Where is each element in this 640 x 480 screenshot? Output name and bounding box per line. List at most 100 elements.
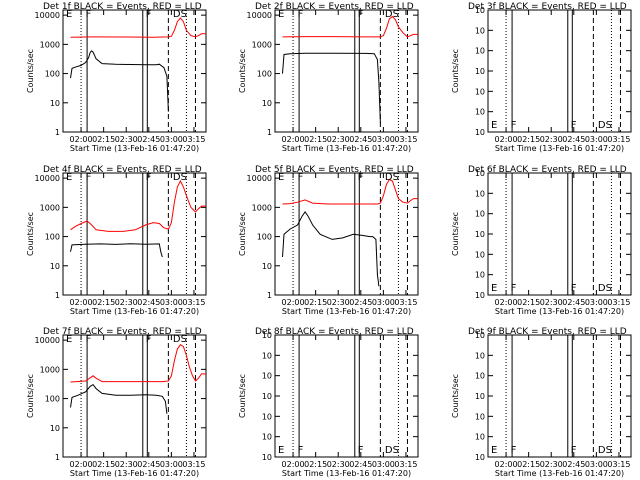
x-tick-label: 03:00 xyxy=(160,298,183,307)
plot-frame xyxy=(62,9,207,133)
x-tick-label: 02:45 xyxy=(349,298,372,307)
y-tick-label: 1000 xyxy=(252,203,272,212)
event-marker-label: F xyxy=(571,120,577,131)
event-marker-label: DS xyxy=(173,9,187,20)
y-tick-label: 10 xyxy=(475,250,485,259)
y-tick-label: 10 xyxy=(475,351,485,360)
x-tick-label: 02:00 xyxy=(70,460,93,469)
series-events xyxy=(70,50,169,112)
y-tick-label: 100 xyxy=(45,70,60,79)
y-tick-label: 10 xyxy=(475,67,485,76)
chart-panel-3: Det 3f BLACK = Events, RED = LLD10101010… xyxy=(451,2,632,153)
x-tick-label: 02:45 xyxy=(349,135,372,144)
y-tick-label: 10000 xyxy=(35,174,60,183)
event-marker-label: F xyxy=(86,9,92,20)
x-axis-label: Start Time (13-Feb-16 01:47:20) xyxy=(70,307,199,316)
chart-panel-6: Det 6f BLACK = Events, RED = LLD10101010… xyxy=(451,165,632,316)
y-tick-label: 10 xyxy=(475,128,485,137)
x-tick-label: 03:15 xyxy=(607,460,630,469)
event-marker-label: E xyxy=(66,9,72,20)
x-axis-label: Start Time (13-Feb-16 01:47:20) xyxy=(495,469,624,478)
event-marker-label: E xyxy=(491,120,497,131)
y-tick-label: 10 xyxy=(475,331,485,340)
y-tick-label: 10 xyxy=(262,331,272,340)
x-tick-label: 03:00 xyxy=(585,460,608,469)
x-tick-label: 02:15 xyxy=(304,135,327,144)
series-events xyxy=(282,52,381,124)
chart-panel-8: Det 8f BLACK = Events, RED = LLD10101010… xyxy=(238,327,419,478)
event-marker-label: F xyxy=(298,9,304,20)
event-marker-label: DS xyxy=(598,120,612,131)
y-tick-label: 1000 xyxy=(40,203,60,212)
chart-title: Det 6f BLACK = Events, RED = LLD xyxy=(468,165,627,175)
event-marker-label: F xyxy=(146,9,152,20)
series-lld xyxy=(282,178,418,205)
y-tick-label: 10 xyxy=(475,47,485,56)
x-tick-label: 03:15 xyxy=(182,298,205,307)
event-marker-label: DS xyxy=(385,172,399,183)
x-tick-label: 02:15 xyxy=(92,460,115,469)
y-tick-label: 10 xyxy=(475,291,485,300)
x-tick-label: 03:00 xyxy=(372,460,395,469)
event-marker-label: F xyxy=(358,9,364,20)
x-tick-label: 02:15 xyxy=(92,298,115,307)
series-lld xyxy=(70,17,206,38)
x-tick-label: 02:00 xyxy=(282,298,305,307)
chart-title: Det 2f BLACK = Events, RED = LLD xyxy=(255,2,414,12)
series-events xyxy=(70,243,163,258)
x-tick-label: 02:30 xyxy=(327,460,350,469)
event-marker-label: F xyxy=(358,445,364,456)
event-marker-label: E xyxy=(278,445,284,456)
event-marker-label: F xyxy=(571,283,577,294)
x-axis-label: Start Time (13-Feb-16 01:47:20) xyxy=(282,469,411,478)
x-tick-label: 02:15 xyxy=(92,135,115,144)
event-marker-label: F xyxy=(86,172,92,183)
event-marker-label: F xyxy=(571,445,577,456)
event-marker-label: DS xyxy=(173,172,187,183)
chart-panel-9: Det 9f BLACK = Events, RED = LLD10101010… xyxy=(451,327,632,478)
x-axis-label: Start Time (13-Feb-16 01:47:20) xyxy=(495,144,624,153)
chart-title: Det 5f BLACK = Events, RED = LLD xyxy=(255,165,414,175)
x-tick-label: 02:45 xyxy=(349,460,372,469)
y-axis-label: Counts/sec xyxy=(238,49,247,93)
y-tick-label: 10 xyxy=(475,210,485,219)
y-tick-label: 10 xyxy=(50,424,60,433)
plot-frame xyxy=(62,334,207,458)
x-axis-label: Start Time (13-Feb-16 01:47:20) xyxy=(282,144,411,153)
y-tick-label: 100 xyxy=(45,233,60,242)
x-tick-label: 02:30 xyxy=(327,298,350,307)
x-tick-label: 02:00 xyxy=(70,298,93,307)
event-marker-label: E xyxy=(491,445,497,456)
event-marker-label: F xyxy=(511,445,517,456)
x-tick-label: 03:00 xyxy=(160,135,183,144)
x-axis-label: Start Time (13-Feb-16 01:47:20) xyxy=(282,307,411,316)
x-axis-label: Start Time (13-Feb-16 01:47:20) xyxy=(70,144,199,153)
y-tick-label: 1000 xyxy=(40,365,60,374)
y-tick-label: 1 xyxy=(55,453,60,462)
event-marker-label: F xyxy=(511,120,517,131)
x-tick-label: 02:45 xyxy=(562,135,585,144)
y-tick-label: 10 xyxy=(475,169,485,178)
x-tick-label: 03:15 xyxy=(182,460,205,469)
plot-frame xyxy=(274,9,419,133)
x-tick-label: 02:30 xyxy=(327,135,350,144)
event-marker-label: F xyxy=(511,283,517,294)
event-marker-label: F xyxy=(86,334,92,345)
y-tick-label: 10 xyxy=(262,392,272,401)
y-axis-label: Counts/sec xyxy=(26,374,35,418)
x-tick-label: 03:00 xyxy=(372,298,395,307)
y-axis-label: Counts/sec xyxy=(238,212,247,256)
x-tick-label: 03:00 xyxy=(585,298,608,307)
chart-panel-4: Det 4f BLACK = Events, RED = LLD 1 10 100 10… xyxy=(26,165,207,316)
x-tick-label: 02:30 xyxy=(115,135,138,144)
x-tick-label: 02:45 xyxy=(137,460,160,469)
y-tick-label: 1 xyxy=(55,128,60,137)
event-marker-label: F xyxy=(298,445,304,456)
x-tick-label: 02:45 xyxy=(137,135,160,144)
plot-frame xyxy=(62,172,207,296)
chart-title: Det 3f BLACK = Events, RED = LLD xyxy=(468,2,627,12)
y-tick-label: 1 xyxy=(267,291,272,300)
x-tick-label: 02:15 xyxy=(517,460,540,469)
y-tick-label: 10 xyxy=(262,372,272,381)
event-marker-label: E xyxy=(66,172,72,183)
